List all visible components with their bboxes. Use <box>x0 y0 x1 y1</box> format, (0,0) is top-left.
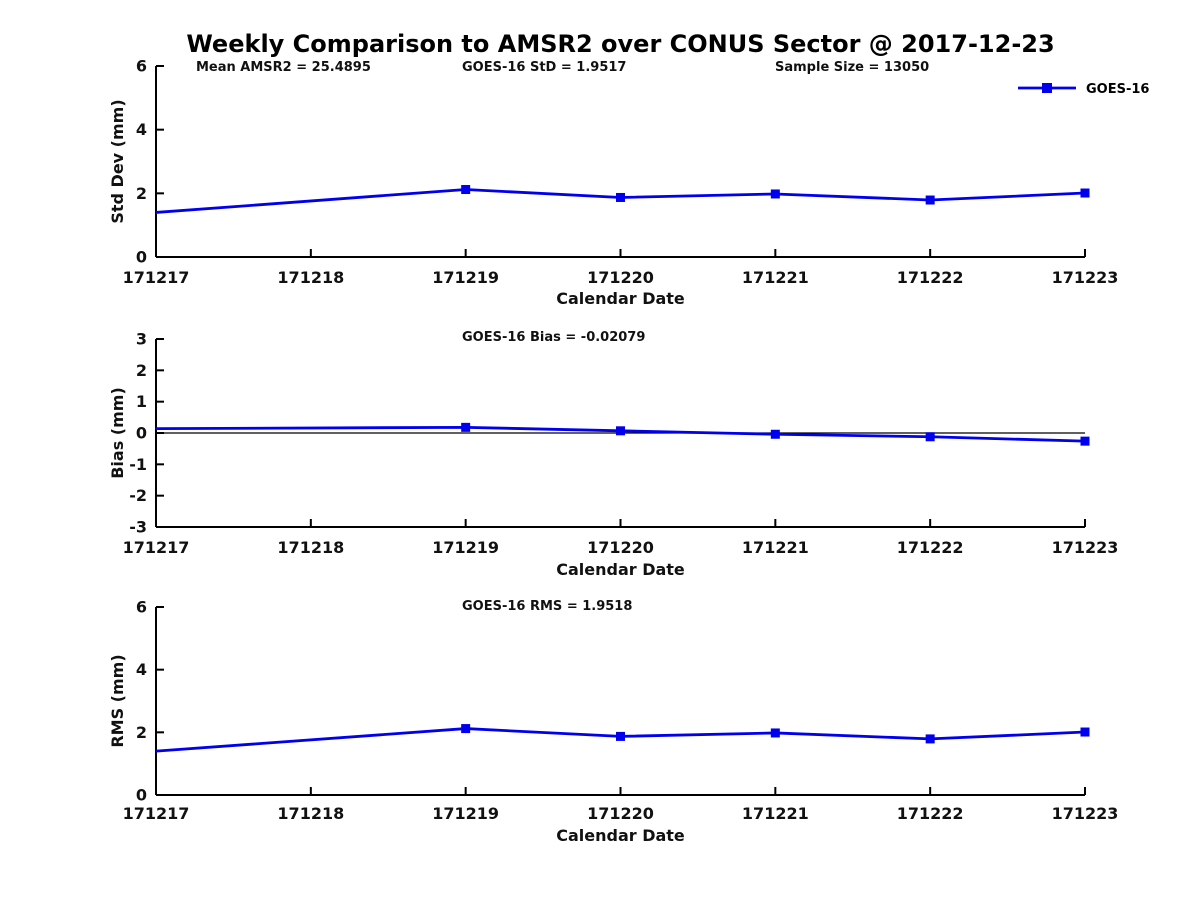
y-tick-label: 2 <box>136 184 147 203</box>
legend-label: GOES-16 <box>1086 82 1149 97</box>
data-point-marker <box>461 185 471 195</box>
x-tick-label: 171218 <box>277 268 344 287</box>
bias-panel <box>155 338 1090 528</box>
chart-title: Weekly Comparison to AMSR2 over CONUS Se… <box>186 30 1055 58</box>
x-tick-label: 171221 <box>742 804 809 823</box>
data-point-marker <box>770 189 780 199</box>
stat-annotation: Mean AMSR2 = 25.4895 <box>196 60 371 75</box>
y-tick-label: 4 <box>136 660 147 679</box>
x-tick-label: 171217 <box>123 804 190 823</box>
data-point-marker <box>616 731 625 741</box>
x-axis-label: Calendar Date <box>556 560 685 579</box>
data-point-marker <box>616 192 625 202</box>
series-line-goes-16 <box>155 188 1086 214</box>
x-tick-label: 171221 <box>742 538 809 557</box>
x-tick-label: 171222 <box>897 804 964 823</box>
data-point-marker <box>461 724 471 734</box>
x-axis-label: Calendar Date <box>556 289 685 308</box>
y-tick-label: 1 <box>136 392 147 411</box>
x-tick-label: 171220 <box>587 268 654 287</box>
x-tick-label: 171223 <box>1052 804 1119 823</box>
y-axis-label: Std Dev (mm) <box>108 99 127 223</box>
y-tick-label: 4 <box>136 120 147 139</box>
x-tick-label: 171219 <box>432 268 499 287</box>
x-tick-label: 171220 <box>587 538 654 557</box>
x-tick-label: 171220 <box>587 804 654 823</box>
y-tick-label: 6 <box>136 57 147 76</box>
data-point-marker <box>616 426 625 436</box>
x-axis-label: Calendar Date <box>556 826 685 845</box>
data-point-marker <box>1080 188 1090 198</box>
y-tick-label: 2 <box>136 723 147 742</box>
y-tick-label: 0 <box>136 424 147 443</box>
data-point-marker <box>461 422 471 432</box>
x-tick-label: 171218 <box>277 538 344 557</box>
x-tick-label: 171222 <box>897 268 964 287</box>
x-tick-label: 171217 <box>123 538 190 557</box>
y-tick-label: -2 <box>129 486 147 505</box>
series-line-goes-16 <box>155 727 1086 753</box>
data-point-marker <box>1080 436 1090 446</box>
y-axis-label: Bias (mm) <box>108 387 127 479</box>
y-tick-label: 6 <box>136 598 147 617</box>
y-tick-label: -3 <box>129 518 147 537</box>
std-dev-panel <box>155 65 1090 258</box>
stat-annotation: GOES-16 Bias = -0.02079 <box>462 330 645 345</box>
legend-marker <box>1042 83 1052 93</box>
y-axis-label: RMS (mm) <box>108 654 127 747</box>
data-point-marker <box>1080 727 1090 737</box>
y-tick-label: 0 <box>136 248 147 267</box>
y-tick-label: 2 <box>136 361 147 380</box>
x-tick-label: 171223 <box>1052 538 1119 557</box>
y-tick-label: 3 <box>136 330 147 349</box>
stat-annotation: GOES-16 RMS = 1.9518 <box>462 599 632 614</box>
x-tick-label: 171219 <box>432 804 499 823</box>
data-point-marker <box>770 728 780 738</box>
data-point-marker <box>770 429 780 439</box>
data-point-marker <box>925 195 935 205</box>
x-tick-label: 171223 <box>1052 268 1119 287</box>
y-tick-label: -1 <box>129 455 147 474</box>
series-line-goes-16 <box>155 425 1086 443</box>
x-tick-label: 171222 <box>897 538 964 557</box>
data-point-marker <box>925 734 935 744</box>
data-point-marker <box>925 432 935 442</box>
legend <box>1018 83 1076 93</box>
x-tick-label: 171219 <box>432 538 499 557</box>
stat-annotation: GOES-16 StD = 1.9517 <box>462 60 626 75</box>
rms-panel <box>155 606 1090 796</box>
x-tick-label: 171218 <box>277 804 344 823</box>
stat-annotation: Sample Size = 13050 <box>775 60 929 75</box>
x-tick-label: 171217 <box>123 268 190 287</box>
x-tick-label: 171221 <box>742 268 809 287</box>
y-tick-label: 0 <box>136 786 147 805</box>
